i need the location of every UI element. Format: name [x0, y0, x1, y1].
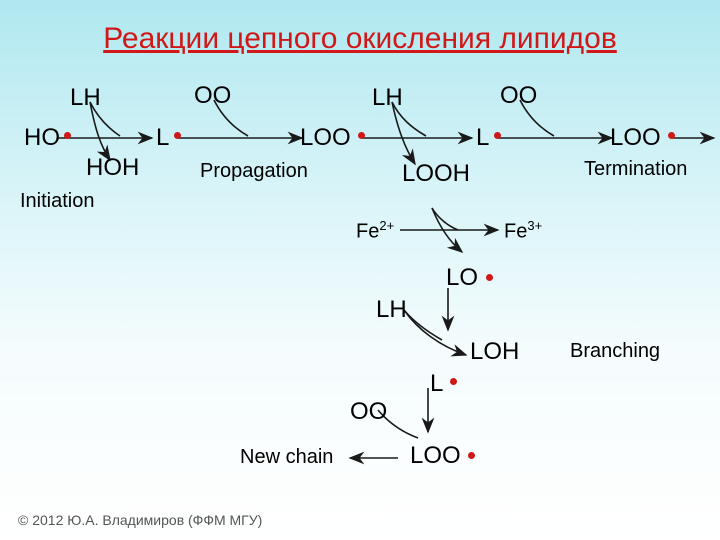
radical-dot	[668, 132, 675, 139]
species-LO: LO	[446, 264, 478, 292]
species-L-2: L	[476, 124, 489, 152]
radical-dot	[494, 132, 501, 139]
species-L-3: L	[430, 370, 443, 398]
species-OO-3: OO	[350, 398, 387, 426]
species-HO: HO	[24, 124, 60, 152]
species-LOOH: LOOH	[402, 160, 470, 188]
page-title: Реакции цепного окисления липидов	[0, 22, 720, 56]
radical-dot	[468, 452, 475, 459]
species-LH-3: LH	[376, 296, 407, 324]
species-Fe2: Fe2+	[356, 218, 394, 244]
radical-dot	[64, 132, 71, 139]
stage-branching: Branching	[570, 340, 660, 363]
stage-newchain: New chain	[240, 446, 333, 469]
stage-propagation: Propagation	[200, 160, 308, 183]
radical-dot	[486, 274, 493, 281]
species-LOO-2: LOO	[610, 124, 661, 152]
reaction-arrows	[0, 0, 720, 540]
species-LH-1: LH	[70, 84, 101, 112]
radical-dot	[174, 132, 181, 139]
species-LH-2: LH	[372, 84, 403, 112]
stage-initiation: Initiation	[20, 190, 95, 213]
species-L-1: L	[156, 124, 169, 152]
stage-termination: Termination	[584, 158, 687, 181]
radical-dot	[450, 378, 457, 385]
species-LOH: LOH	[470, 338, 519, 366]
species-LOO-1: LOO	[300, 124, 351, 152]
species-OO-2: OO	[500, 82, 537, 110]
radical-dot	[358, 132, 365, 139]
copyright: © 2012 Ю.А. Владимиров (ФФМ МГУ)	[18, 512, 262, 528]
species-OO-1: OO	[194, 82, 231, 110]
species-LOO-3: LOO	[410, 442, 461, 470]
species-Fe3: Fe3+	[504, 218, 542, 244]
species-HOH: HOH	[86, 154, 139, 182]
